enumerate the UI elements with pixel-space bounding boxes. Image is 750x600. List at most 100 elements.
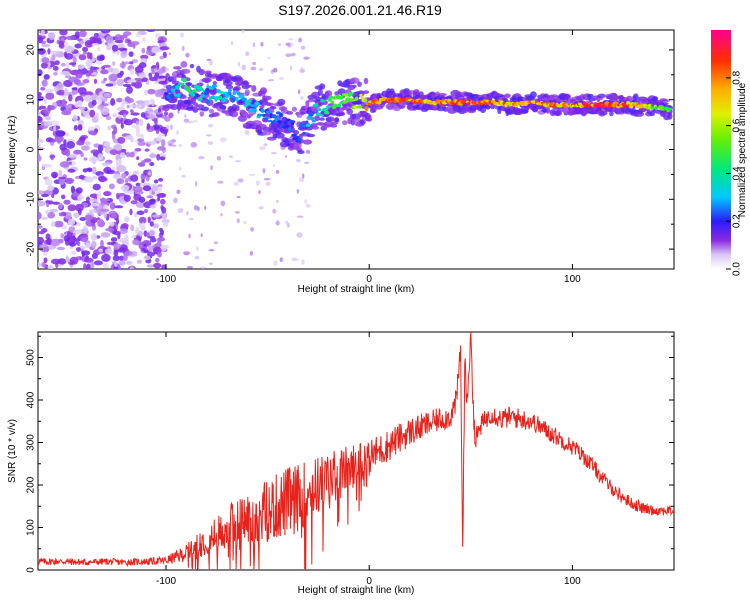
noise-speckle (120, 50, 128, 59)
noise-speckle (65, 61, 70, 70)
ridge-halo (208, 108, 215, 114)
ridge-core (359, 93, 363, 97)
noise-speckle (93, 78, 98, 85)
noise-speckle (147, 141, 157, 145)
noise-speckle (84, 214, 94, 221)
top-x-axis-label: Height of straight line (km) (298, 284, 415, 295)
ridge-halo (661, 102, 669, 106)
noise-speckle (77, 197, 82, 202)
noise-speckle (136, 210, 145, 216)
noise-speckle (129, 61, 134, 65)
noise-speckle (131, 59, 139, 63)
noise-speckle (117, 47, 128, 51)
ridge-core (164, 92, 168, 95)
noise-speckle (270, 152, 278, 155)
noise-speckle (48, 265, 54, 269)
ridge-core (229, 94, 234, 98)
noise-speckle (110, 98, 116, 106)
ridge-halo (173, 66, 182, 70)
noise-speckle (42, 163, 52, 168)
noise-speckle (54, 85, 59, 93)
noise-speckle (67, 168, 76, 173)
ridge-core (206, 85, 212, 89)
noise-speckle (41, 193, 49, 198)
ridge-core (348, 91, 354, 96)
noise-speckle (164, 67, 169, 72)
noise-speckle (105, 35, 114, 44)
noise-speckle (113, 126, 118, 134)
noise-speckle (140, 173, 146, 181)
noise-speckle (250, 66, 257, 71)
noise-speckle (60, 233, 64, 239)
noise-speckle (161, 139, 166, 147)
ridge-halo (265, 102, 275, 107)
noise-speckle (112, 61, 116, 66)
noise-speckle (115, 192, 120, 200)
noise-speckle (81, 145, 90, 151)
ridge-core (287, 126, 292, 132)
ridge-halo (597, 93, 606, 99)
noise-speckle (146, 232, 150, 238)
ridge-core (230, 97, 236, 103)
noise-speckle (255, 180, 260, 186)
noise-speckle (114, 40, 124, 44)
noise-speckle (146, 123, 151, 130)
noise-speckle (168, 143, 172, 147)
ridge-halo (201, 106, 209, 112)
noise-speckle (58, 40, 65, 48)
noise-speckle (131, 235, 137, 239)
noise-speckle (43, 257, 48, 264)
ridge-halo (222, 80, 233, 87)
noise-speckle (176, 130, 179, 135)
noise-speckle (149, 154, 159, 158)
ridge-core (279, 113, 284, 118)
ridge-halo (261, 95, 272, 101)
ridge-core (265, 110, 271, 114)
ridge-halo (314, 115, 320, 122)
noise-speckle (38, 106, 43, 110)
noise-speckle (63, 199, 71, 205)
ridge-halo (170, 104, 179, 110)
noise-speckle (43, 108, 51, 115)
noise-speckle (84, 40, 94, 48)
noise-speckle (75, 82, 85, 86)
noise-speckle (272, 208, 277, 214)
ridge-halo (352, 84, 357, 89)
noise-speckle (124, 216, 130, 223)
noise-speckle (71, 87, 79, 91)
noise-speckle (103, 191, 111, 196)
noise-speckle (38, 138, 43, 143)
ridge-core (219, 91, 224, 94)
ridge-halo (163, 111, 169, 116)
noise-speckle (98, 175, 107, 183)
noise-speckle (43, 74, 50, 80)
noise-speckle (82, 79, 90, 84)
ridge-halo (387, 103, 394, 110)
bottom-y-tick-label: 200 (26, 476, 37, 493)
noise-speckle (67, 204, 77, 212)
ridge-halo (241, 110, 247, 117)
noise-speckle (119, 228, 128, 235)
noise-speckle (158, 186, 163, 192)
noise-speckle (103, 77, 107, 82)
noise-speckle (155, 136, 163, 142)
noise-speckle (117, 115, 123, 119)
ridge-halo (243, 80, 248, 84)
noise-speckle (89, 261, 95, 269)
noise-speckle (278, 43, 282, 47)
bottom-x-axis-label: Height of straight line (km) (298, 585, 415, 596)
noise-speckle (58, 212, 64, 217)
ridge-halo (180, 61, 188, 68)
noise-speckle (130, 224, 135, 232)
noise-speckle (132, 239, 140, 245)
noise-speckle (59, 143, 67, 151)
noise-speckle (304, 161, 310, 164)
noise-speckle (90, 93, 98, 101)
colorbar-tick-label: 0.8 (732, 70, 743, 84)
noise-speckle (61, 99, 67, 107)
noise-speckle (61, 110, 72, 116)
noise-speckle (59, 161, 70, 168)
noise-speckle (143, 158, 152, 163)
noise-speckle (38, 48, 46, 55)
ridge-halo (442, 106, 449, 112)
